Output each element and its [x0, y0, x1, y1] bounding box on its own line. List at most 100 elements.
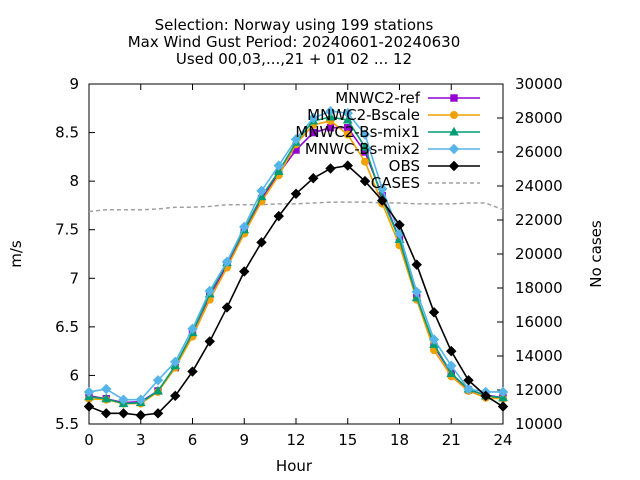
- y-tick-label: 6: [69, 366, 79, 384]
- data-point: [325, 111, 336, 121]
- x-tick-label: 0: [84, 431, 94, 449]
- data-point: [446, 360, 457, 371]
- data-point: [152, 375, 164, 386]
- y2-tick-label: 12000: [515, 381, 563, 399]
- data-point: [309, 128, 317, 137]
- y-tick-label: 7: [69, 269, 79, 287]
- x-axis: 0 3 6 9 12 15 18 21 24: [84, 84, 513, 449]
- y2-axis-label: No cases: [587, 220, 605, 288]
- y2-tick-label: 22000: [515, 211, 563, 229]
- y2-tick-label: 28000: [515, 109, 563, 127]
- data-point: [118, 394, 129, 405]
- data-point: [83, 386, 95, 398]
- data-point: [135, 394, 146, 405]
- data-point: [325, 105, 336, 117]
- data-point: [360, 141, 370, 151]
- legend-marker: [450, 111, 458, 119]
- x-axis-label: Hour: [276, 457, 313, 475]
- title-line-1: Selection: Norway using 199 stations: [155, 16, 434, 34]
- data-point: [273, 160, 284, 171]
- data-point: [308, 173, 319, 184]
- y2-tick-label: 16000: [515, 313, 563, 331]
- data-point: [101, 408, 112, 419]
- data-point: [463, 375, 474, 386]
- y-tick-label: 6.5: [55, 318, 79, 336]
- series-line-obs: [88, 164, 504, 417]
- y-tick-label: 9: [69, 75, 79, 93]
- y2-tick-label: 24000: [515, 177, 563, 195]
- legend-item-mnwc-bs-mix2: MNWC-Bs-mix2: [305, 140, 480, 158]
- legend-label: MNWC2-Bs-mix1: [295, 123, 420, 141]
- x-tick-label: 3: [136, 431, 146, 449]
- y-axis: 5.5 6 6.5 7 7.5 8 8.5 9: [55, 75, 95, 433]
- data-point: [256, 237, 267, 248]
- data-point: [411, 286, 422, 298]
- title-line-2: Max Wind Gust Period: 20240601-20240630: [128, 33, 461, 51]
- data-point: [359, 129, 371, 140]
- y2-axis: 10000 12000 14000 16000 18000 20000 22000 24000…: [497, 75, 563, 433]
- data-point: [135, 410, 146, 421]
- y-tick-label: 8: [69, 172, 79, 190]
- legend-item-mnwc2-ref: MNWC2-ref: [335, 89, 480, 107]
- data-point: [290, 134, 302, 145]
- data-point: [101, 393, 112, 403]
- series-line-mnwc2-bscale: [88, 120, 504, 405]
- data-point: [83, 401, 95, 412]
- y2-tick-label: 20000: [515, 245, 563, 263]
- data-point: [239, 221, 250, 233]
- data-point: [152, 408, 164, 419]
- y2-tick-label: 26000: [515, 143, 563, 161]
- data-point: [377, 183, 388, 195]
- legend: MNWC2-refMNWC2-BscaleMNWC2-Bs-mix1MNWC-B…: [295, 89, 480, 192]
- data-point: [480, 390, 491, 402]
- x-tick-label: 9: [239, 431, 249, 449]
- x-tick-label: 15: [338, 431, 357, 449]
- legend-item-cases: CASES: [371, 174, 480, 192]
- x-tick-label: 24: [493, 431, 512, 449]
- data-point: [342, 107, 353, 119]
- data-point: [204, 336, 215, 347]
- data-point: [343, 130, 352, 139]
- series-cases: [88, 201, 504, 213]
- x-tick-label: 12: [286, 431, 305, 449]
- data-point: [463, 383, 474, 395]
- data-point: [118, 408, 129, 419]
- data-point: [153, 385, 163, 395]
- data-point: [342, 160, 353, 171]
- data-point: [394, 219, 405, 231]
- data-point: [446, 368, 457, 377]
- x-tick-label: 6: [188, 431, 198, 449]
- data-point: [325, 163, 336, 174]
- series-group: [83, 105, 509, 421]
- legend-marker: [448, 143, 460, 155]
- y2-tick-label: 14000: [515, 347, 563, 365]
- legend-label: MNWC2-ref: [335, 89, 420, 107]
- y-tick-label: 7.5: [55, 221, 79, 239]
- data-point: [170, 390, 181, 402]
- data-point: [221, 302, 233, 313]
- data-point: [377, 195, 388, 206]
- y2-tick-label: 10000: [515, 415, 563, 433]
- data-point: [170, 356, 181, 368]
- data-point: [273, 210, 284, 222]
- legend-label: CASES: [371, 174, 420, 192]
- data-point: [359, 175, 371, 187]
- data-point: [361, 157, 369, 166]
- legend-item-mnwc2-bs-mix1: MNWC2-Bs-mix1: [295, 123, 480, 141]
- legend-label: MNWC-Bs-mix2: [305, 140, 420, 158]
- data-point: [221, 256, 233, 267]
- y-tick-label: 5.5: [55, 415, 79, 433]
- data-point: [256, 185, 267, 197]
- series-line-cases: [88, 201, 504, 213]
- data-point: [428, 334, 440, 345]
- data-point: [187, 323, 198, 335]
- data-point: [101, 383, 112, 395]
- legend-item-obs: OBS: [389, 157, 480, 175]
- data-point: [290, 188, 302, 199]
- data-point: [342, 114, 353, 124]
- series-mnwc2-bscale: [85, 116, 507, 408]
- data-point: [497, 401, 509, 412]
- legend-label: OBS: [389, 157, 420, 175]
- y2-tick-label: 30000: [515, 75, 563, 93]
